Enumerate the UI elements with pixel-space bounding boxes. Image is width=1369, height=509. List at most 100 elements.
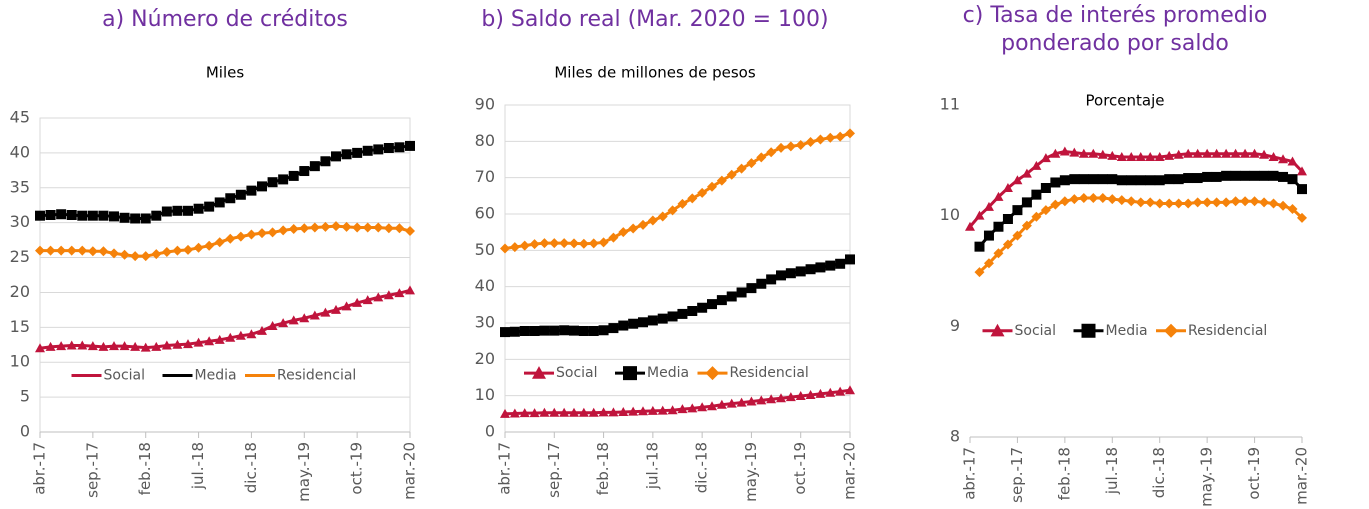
marker	[183, 205, 193, 216]
marker	[1297, 184, 1307, 195]
x-tick-label: feb.-18	[594, 442, 612, 495]
marker	[983, 201, 994, 211]
marker	[707, 181, 717, 192]
marker	[539, 238, 550, 249]
marker	[805, 389, 816, 399]
marker	[77, 210, 88, 221]
marker	[151, 210, 162, 221]
marker	[1192, 197, 1203, 208]
marker	[331, 304, 341, 314]
marker	[1268, 152, 1279, 162]
marker	[1116, 175, 1127, 186]
marker	[119, 341, 130, 351]
marker	[569, 238, 579, 249]
marker	[193, 203, 204, 214]
marker	[776, 270, 786, 281]
marker	[1059, 175, 1070, 186]
marker	[529, 325, 540, 336]
marker	[352, 222, 363, 233]
marker	[1221, 148, 1232, 158]
x-tick-label: may.-19	[742, 442, 760, 502]
marker	[1040, 205, 1051, 216]
marker	[1031, 211, 1042, 222]
marker	[87, 210, 98, 221]
marker	[1145, 152, 1156, 162]
marker	[628, 318, 639, 329]
marker	[539, 407, 550, 417]
marker	[278, 225, 289, 236]
marker	[45, 341, 56, 351]
y-tick-label: 5	[20, 387, 30, 406]
marker	[1278, 171, 1289, 182]
x-tick-label: feb.-18	[1055, 447, 1073, 500]
marker	[1088, 148, 1099, 158]
marker	[756, 395, 767, 405]
x-tick-label: jul.-18	[189, 442, 207, 490]
marker	[320, 307, 331, 317]
marker	[331, 221, 341, 232]
marker	[151, 249, 162, 260]
marker	[657, 211, 668, 222]
marker	[716, 295, 727, 306]
marker	[288, 170, 299, 181]
marker	[638, 317, 648, 328]
marker	[1069, 194, 1080, 205]
marker	[974, 241, 985, 252]
marker	[214, 237, 225, 248]
marker	[756, 152, 767, 163]
marker	[983, 230, 994, 241]
marker	[618, 227, 629, 238]
marker	[1154, 175, 1165, 186]
marker	[56, 341, 67, 351]
marker	[578, 325, 589, 336]
marker	[716, 399, 727, 409]
marker	[1202, 171, 1213, 182]
marker	[1002, 213, 1013, 224]
marker	[1126, 175, 1137, 186]
marker	[1259, 149, 1270, 159]
marker	[716, 175, 727, 186]
marker	[1135, 197, 1146, 208]
marker	[815, 388, 826, 398]
marker	[598, 237, 609, 248]
marker	[267, 227, 278, 238]
marker	[214, 197, 225, 208]
marker	[549, 238, 560, 249]
marker	[1192, 148, 1203, 158]
y-tick-label: 8	[950, 427, 960, 446]
marker	[974, 267, 985, 278]
marker	[1012, 230, 1023, 241]
marker	[1078, 174, 1089, 185]
y-tick-label: 20	[10, 282, 30, 301]
y-tick-label: 20	[475, 349, 495, 368]
marker	[1002, 239, 1013, 250]
marker	[647, 215, 658, 226]
marker	[598, 325, 609, 336]
marker	[56, 245, 67, 256]
marker	[1050, 199, 1061, 210]
x-tick-label: may.-19	[1198, 447, 1216, 507]
marker	[519, 240, 530, 251]
marker	[1173, 174, 1184, 185]
marker	[746, 396, 757, 406]
marker	[1202, 148, 1213, 158]
x-tick-label: oct.-19	[791, 442, 809, 495]
marker	[341, 149, 352, 160]
marker	[405, 140, 415, 151]
marker	[405, 285, 415, 295]
marker	[578, 238, 589, 249]
marker	[320, 156, 331, 167]
marker	[66, 209, 77, 220]
marker	[278, 318, 289, 328]
marker	[500, 327, 510, 338]
marker	[1164, 150, 1175, 160]
marker	[707, 401, 717, 411]
marker	[405, 226, 415, 237]
y-tick-label: 70	[475, 167, 495, 186]
marker	[98, 210, 109, 221]
x-tick-label: jul.-18	[1103, 447, 1121, 495]
marker	[1240, 170, 1251, 181]
marker	[352, 297, 363, 307]
series-line	[39, 288, 411, 350]
marker	[204, 201, 215, 212]
